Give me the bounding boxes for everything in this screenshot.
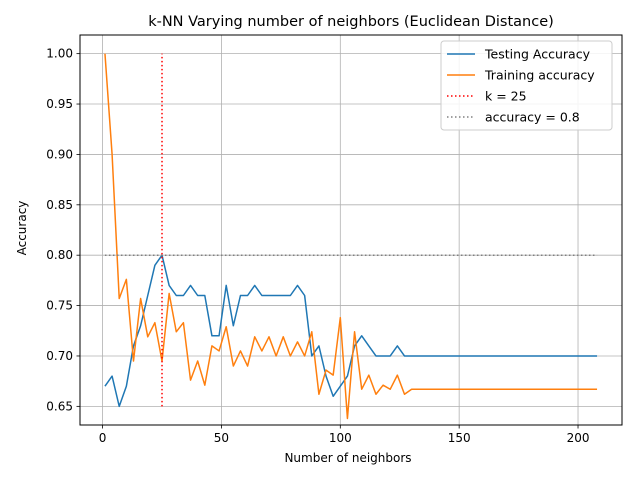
y-tick-label: 0.65 <box>46 399 73 413</box>
legend-label: accuracy = 0.8 <box>485 110 580 125</box>
y-axis-label: Accuracy <box>15 201 29 256</box>
ticks: 0 50 100 150 200 0.65 0.70 0.75 0.80 0.85 0.90 0.95… <box>46 47 589 445</box>
x-tick-label: 0 <box>99 431 107 445</box>
y-tick-label: 0.95 <box>46 97 73 111</box>
series-line-testing-accuracy <box>104 254 598 408</box>
x-tick-label: 200 <box>567 431 590 445</box>
series-layer <box>104 53 598 420</box>
y-tick-label: 0.75 <box>46 299 73 313</box>
series-line-training-accuracy <box>104 53 598 420</box>
legend: Testing Accuracy Training accuracy k = 25 a… <box>440 40 613 131</box>
x-tick-label: 100 <box>329 431 352 445</box>
x-tick-label: 150 <box>448 431 471 445</box>
y-tick-label: 0.80 <box>46 248 73 262</box>
legend-label: Testing Accuracy <box>484 47 591 62</box>
x-tick-label: 50 <box>214 431 229 445</box>
chart-title: k-NN Varying number of neighbors (Euclid… <box>148 14 554 30</box>
plot-frame <box>79 34 623 426</box>
legend-label: Training accuracy <box>484 68 595 83</box>
x-axis-label: Number of neighbors <box>284 451 411 465</box>
legend-label: k = 25 <box>485 89 527 104</box>
y-tick-label: 1.00 <box>46 47 73 61</box>
y-tick-label: 0.70 <box>46 349 73 363</box>
legend-box <box>440 40 613 131</box>
y-tick-label: 0.85 <box>46 198 73 212</box>
y-tick-label: 0.90 <box>46 147 73 161</box>
